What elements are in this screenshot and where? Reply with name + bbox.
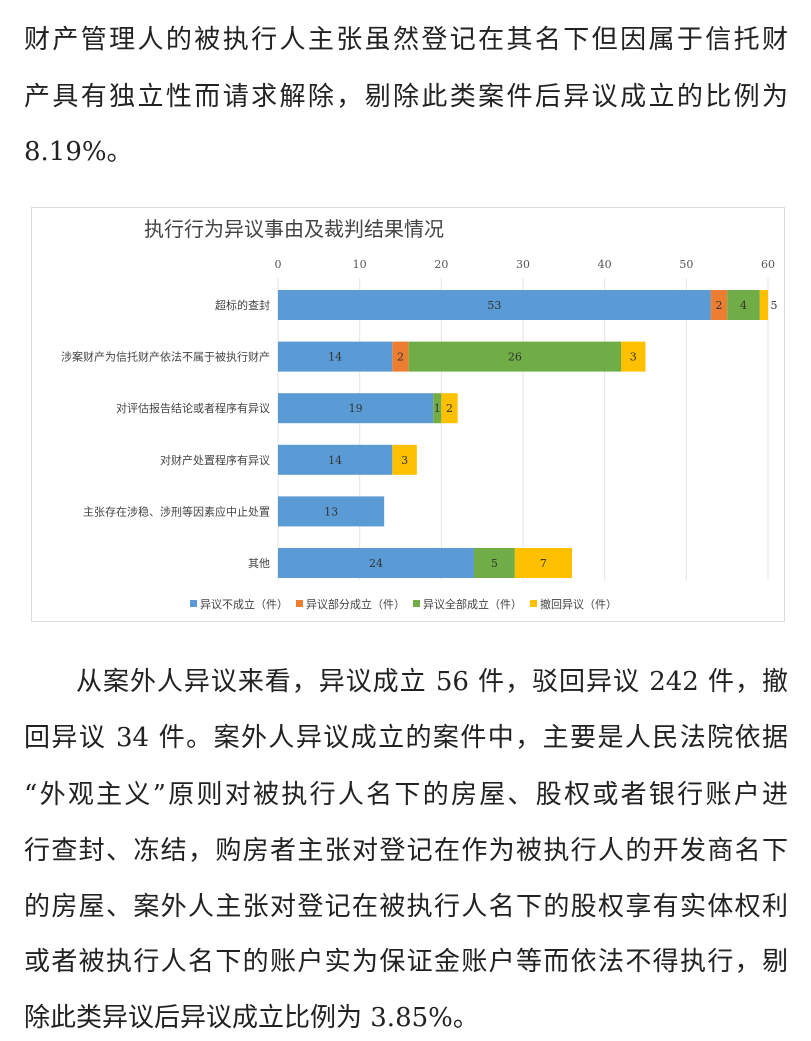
data-label: 2: [397, 351, 404, 364]
data-label: 7: [540, 557, 547, 570]
legend-swatch: [413, 600, 420, 607]
legend-label: 异议不成立（件）: [200, 597, 288, 611]
x-tick-label: 10: [353, 258, 367, 271]
data-label: 13: [324, 505, 338, 518]
bar-segment: [278, 341, 393, 372]
chart-title: 执行行为异议事由及裁判结果情况: [144, 217, 444, 241]
data-label: 3: [630, 351, 637, 364]
legend-label: 异议部分成立（件）: [306, 597, 405, 611]
bar-segment: [278, 290, 711, 320]
bar-segment: [474, 548, 515, 578]
category-label: 超标的查封: [215, 298, 270, 312]
bar-segment: [441, 393, 458, 424]
bar-segment: [392, 341, 409, 372]
data-label: 14: [328, 351, 342, 364]
bar-segment: [759, 290, 768, 320]
data-label: 1: [434, 402, 441, 415]
bar-segment: [278, 548, 474, 578]
bar-segment: [408, 341, 621, 372]
data-label: 14: [328, 454, 342, 467]
stacked-bar-chart: 执行行为异议事由及裁判结果情况 0 10 20 30 40 50 60 53 2 4 5 14 2 26 3…: [31, 207, 785, 622]
text-line: 回异议 34 件。案外人异议成立的案件中，主要是人民法院依据: [24, 723, 788, 753]
text-line: 行查封、冻结，购房者主张对登记在作为被执行人的开发商名下: [24, 836, 788, 866]
category-label: 主张存在涉稳、涉刑等因素应中止处置: [83, 504, 270, 518]
bar-segment: [433, 393, 442, 424]
bar-segment: [514, 548, 572, 578]
category-label: 其他: [248, 557, 270, 570]
data-label: 4: [740, 299, 747, 312]
legend-swatch: [530, 600, 537, 607]
category-label: 对财产处置程序有异议: [160, 453, 270, 467]
x-tick-label: 60: [761, 258, 775, 271]
legend-label: 撤回异议（件）: [540, 597, 617, 611]
data-label: 26: [508, 351, 522, 364]
bar-segment: [278, 444, 393, 475]
bar-segment: [278, 393, 434, 424]
text-line: “外观主义”原则对被执行人名下的房屋、股权或者银行账户进: [24, 780, 788, 810]
data-label: 24: [369, 557, 383, 570]
category-label: 涉案财产为信托财产依法不属于被执行财产: [61, 350, 270, 364]
x-tick-label: 20: [434, 258, 448, 271]
bar-segment: [278, 496, 385, 527]
bar-segment: [710, 290, 728, 320]
text-line: 8.19%。: [24, 137, 133, 167]
text-line: 除此类异议后异议成立比例为 3.85%。: [24, 1003, 479, 1033]
text-line: 的房屋、案外人主张对登记在被执行人名下的股权享有实体权利: [24, 892, 788, 922]
bar-segment: [727, 290, 760, 320]
bar-segment: [621, 341, 646, 372]
x-tick-label: 50: [679, 258, 693, 271]
data-label: 2: [446, 402, 453, 415]
data-label: 5: [491, 557, 498, 570]
text-line: 从案外人异议来看，异议成立 56 件，驳回异议 242 件，撤: [76, 667, 788, 697]
x-tick-label: 0: [275, 258, 282, 271]
text-line: 产具有独立性而请求解除，剔除此类案件后异议成立的比例为: [24, 82, 788, 112]
bar-segment: [392, 444, 417, 475]
text-line: 财产管理人的被执行人主张虽然登记在其名下但因属于信托财: [24, 25, 788, 55]
data-label: 19: [349, 402, 363, 415]
legend-swatch: [296, 600, 303, 607]
category-label: 对评估报告结论或者程序有异议: [116, 401, 270, 415]
legend-label: 异议全部成立（件）: [423, 597, 522, 611]
data-label: 2: [716, 299, 723, 312]
text-line: 或者被执行人名下的账户实为保证金账户等而依法不得执行，剔: [24, 947, 788, 977]
x-tick-label: 30: [516, 258, 530, 271]
legend-swatch: [190, 600, 197, 607]
data-label: 3: [401, 454, 408, 467]
x-tick-label: 40: [598, 258, 612, 271]
data-label: 5: [771, 299, 778, 312]
data-label: 53: [487, 299, 501, 312]
